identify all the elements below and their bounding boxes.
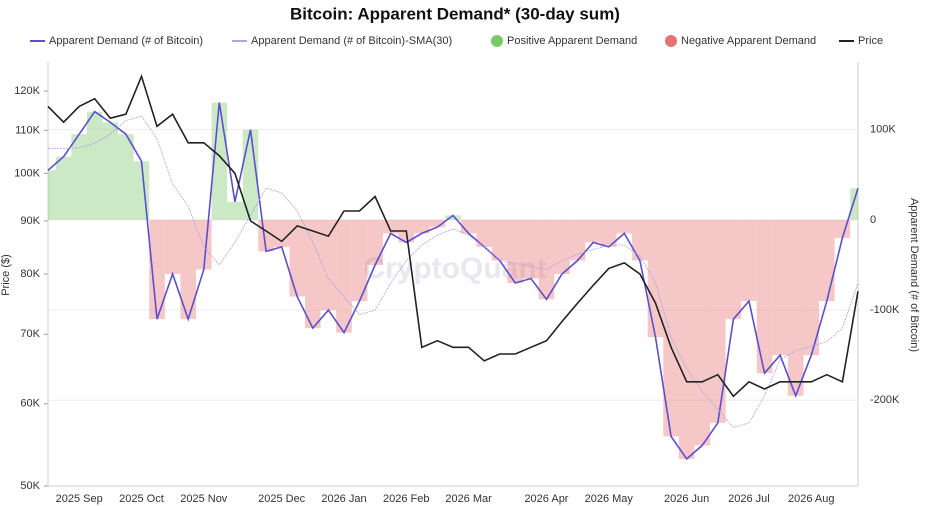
- demand-bar: [55, 156, 72, 220]
- demand-bar: [803, 219, 820, 356]
- series-line: [47, 102, 859, 461]
- x-tick-label: 2026 Mar: [445, 493, 492, 505]
- demand-bar: [647, 219, 664, 338]
- x-tick-label: 2026 May: [585, 493, 634, 505]
- legend-swatch: [491, 35, 503, 47]
- y-tick-label: 70K: [20, 328, 40, 340]
- demand-bar: [850, 188, 858, 220]
- demand-bar: [678, 219, 695, 459]
- x-tick-label: 2025 Nov: [180, 493, 228, 505]
- x-tick-label: 2025 Sep: [56, 493, 103, 505]
- y-tick-label: 50K: [20, 480, 40, 492]
- legend-label: Apparent Demand (# of Bitcoin)-SMA(30): [251, 35, 452, 47]
- demand-bar: [694, 219, 711, 446]
- demand-bar: [663, 219, 679, 437]
- demand-bar: [632, 219, 648, 261]
- y-axis-label: Price ($): [0, 254, 12, 296]
- demand-bar: [336, 219, 352, 333]
- y2-tick-label: -100K: [870, 304, 900, 316]
- x-tick-label: 2026 Apr: [524, 493, 568, 505]
- demand-bar: [819, 219, 835, 302]
- demand-bar: [102, 122, 119, 220]
- x-tick-label: 2026 Jun: [664, 493, 709, 505]
- y-tick-label: 80K: [20, 268, 40, 280]
- demand-bar: [289, 219, 306, 297]
- demand-bar: [569, 219, 586, 261]
- y-tick-label: 90K: [20, 215, 40, 227]
- series-line: [47, 73, 859, 398]
- demand-bar: [491, 219, 508, 261]
- demand-bar: [118, 134, 134, 220]
- demand-bar: [429, 219, 446, 228]
- x-tick-label: 2025 Oct: [119, 493, 164, 505]
- demand-bar: [772, 219, 788, 356]
- demand-bar: [180, 219, 196, 320]
- demand-bar: [414, 219, 430, 234]
- legend-label: Positive Apparent Demand: [507, 35, 637, 47]
- y-tick-label: 60K: [20, 398, 40, 410]
- chart-title: Bitcoin: Apparent Demand* (30-day sum): [290, 4, 620, 23]
- x-tick-label: 2026 Feb: [383, 493, 429, 505]
- x-tick-label: 2026 Jan: [321, 493, 366, 505]
- demand-bar: [242, 129, 259, 220]
- demand-bar: [725, 219, 742, 320]
- demand-bar: [616, 219, 633, 234]
- y-tick-label: 120K: [14, 85, 40, 97]
- demand-bar: [554, 219, 570, 274]
- legend-label: Apparent Demand (# of Bitcoin): [49, 35, 203, 47]
- demand-bar: [523, 219, 539, 279]
- x-tick-label: 2025 Dec: [258, 493, 306, 505]
- x-tick-label: 2026 Jul: [728, 493, 770, 505]
- demand-bar: [538, 219, 555, 300]
- y2-axis-label: Apparent Demand (# of Bitcoin): [908, 198, 920, 352]
- x-tick-label: 2026 Aug: [788, 493, 835, 505]
- demand-bar: [367, 219, 383, 265]
- demand-bar: [756, 219, 773, 374]
- demand-bar: [741, 219, 757, 302]
- demand-bar: [305, 219, 321, 329]
- y2-tick-label: 100K: [870, 124, 896, 136]
- y-tick-label: 110K: [15, 124, 41, 136]
- demand-bar: [149, 219, 165, 320]
- demand-bar: [164, 219, 181, 274]
- series-line: [48, 115, 859, 428]
- y2-tick-label: 0: [870, 214, 876, 226]
- demand-bar: [476, 219, 492, 247]
- demand-bar: [48, 170, 56, 220]
- watermark: CryptoQuant: [363, 252, 546, 285]
- demand-bar: [320, 219, 337, 311]
- demand-bar: [787, 219, 804, 396]
- demand-bar: [351, 219, 368, 302]
- legend-swatch: [665, 35, 677, 47]
- demand-bar: [86, 111, 103, 220]
- demand-bar: [71, 134, 87, 220]
- demand-bar: [227, 201, 243, 220]
- demand-bar: [273, 219, 290, 247]
- legend-label: Negative Apparent Demand: [681, 35, 816, 47]
- demand-bar: [507, 219, 524, 284]
- legend-label: Price: [858, 35, 883, 47]
- demand-bar: [445, 215, 461, 220]
- y-tick-label: 100K: [14, 167, 40, 179]
- demand-bar: [710, 219, 726, 423]
- demand-bar: [585, 219, 601, 243]
- y2-tick-label: -200K: [870, 394, 900, 406]
- demand-bar: [600, 219, 617, 247]
